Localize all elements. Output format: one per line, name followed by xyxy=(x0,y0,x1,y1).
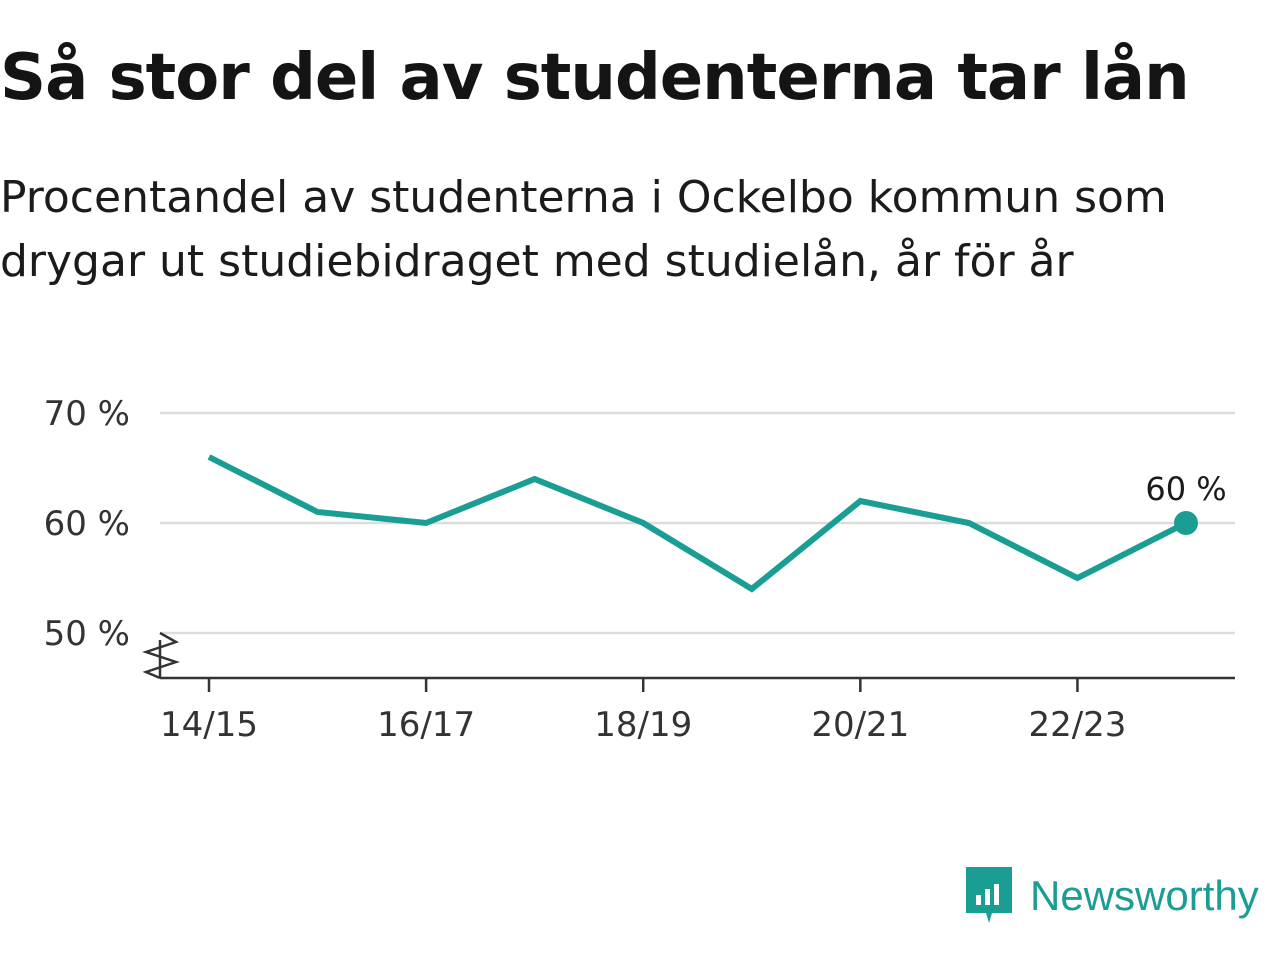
labels: 50 % 60 % 70 % 14/15 16/17 18/19 20/21 22/23 60 … xyxy=(44,394,1227,745)
axes xyxy=(142,631,1235,692)
x-tick-label: 22/23 xyxy=(1028,705,1126,745)
y-tick-label: 60 % xyxy=(44,504,130,544)
chart-subtitle: Procentandel av studenterna i Ockelbo ko… xyxy=(0,172,1167,287)
brand-name: Newsworthy xyxy=(1030,872,1259,919)
newsworthy-logo-icon xyxy=(966,867,1012,923)
gridlines xyxy=(160,411,1235,635)
x-tick-label: 18/19 xyxy=(594,705,692,745)
x-tick-label: 20/21 xyxy=(811,705,909,745)
x-tick-label: 16/17 xyxy=(377,705,475,745)
y-axis-break xyxy=(142,631,180,680)
last-value-label: 60 % xyxy=(1145,470,1226,508)
chart-title: Så stor del av studenterna tar lån xyxy=(0,41,1190,115)
line-chart: 50 % 60 % 70 % 14/15 16/17 18/19 20/21 22/23 60 … xyxy=(44,394,1235,745)
series xyxy=(207,454,1198,593)
y-tick-label: 50 % xyxy=(44,614,130,654)
brand-logo: Newsworthy xyxy=(964,864,1259,928)
y-tick-label: 70 % xyxy=(44,394,130,434)
x-tick-label: 14/15 xyxy=(160,705,258,745)
series-line xyxy=(207,454,1188,593)
last-data-point xyxy=(1174,511,1198,535)
